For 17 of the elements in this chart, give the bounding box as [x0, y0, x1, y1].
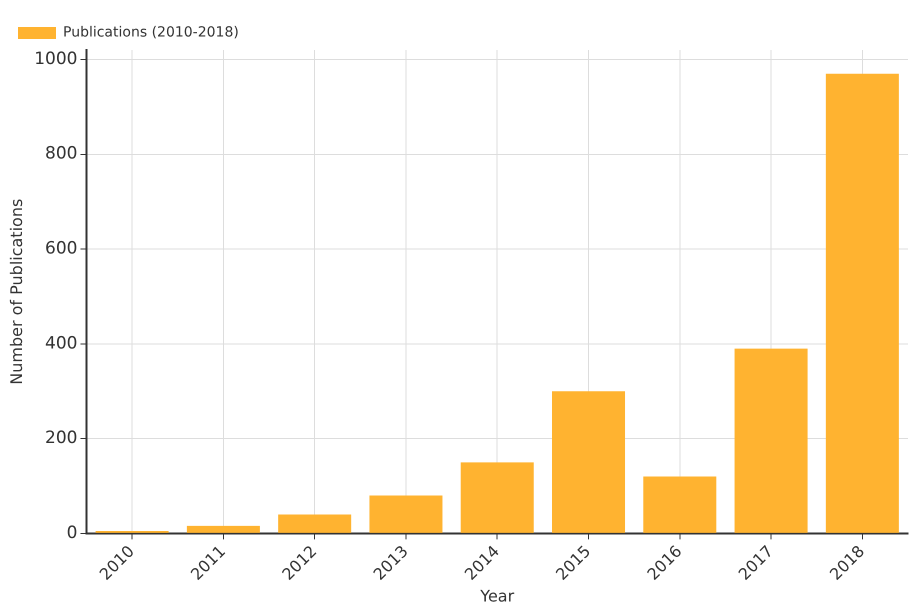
bar: [734, 348, 808, 533]
y-tick-label: 1000: [34, 48, 78, 69]
bar: [278, 514, 352, 533]
y-tick-label: 600: [45, 238, 78, 258]
bar: [552, 391, 626, 533]
bar: [643, 476, 716, 533]
x-axis-title: Year: [479, 586, 515, 606]
bar: [186, 526, 260, 533]
y-tick-label: 400: [45, 333, 78, 354]
legend-label: Publications (2010-2018): [63, 24, 239, 41]
bar: [826, 74, 899, 533]
y-axis-title: Number of Publications: [6, 198, 26, 385]
y-tick-label: 0: [66, 522, 78, 543]
bar: [460, 462, 534, 533]
y-tick-label: 800: [45, 144, 78, 164]
bar: [369, 496, 442, 533]
y-tick-label: 200: [45, 428, 78, 448]
